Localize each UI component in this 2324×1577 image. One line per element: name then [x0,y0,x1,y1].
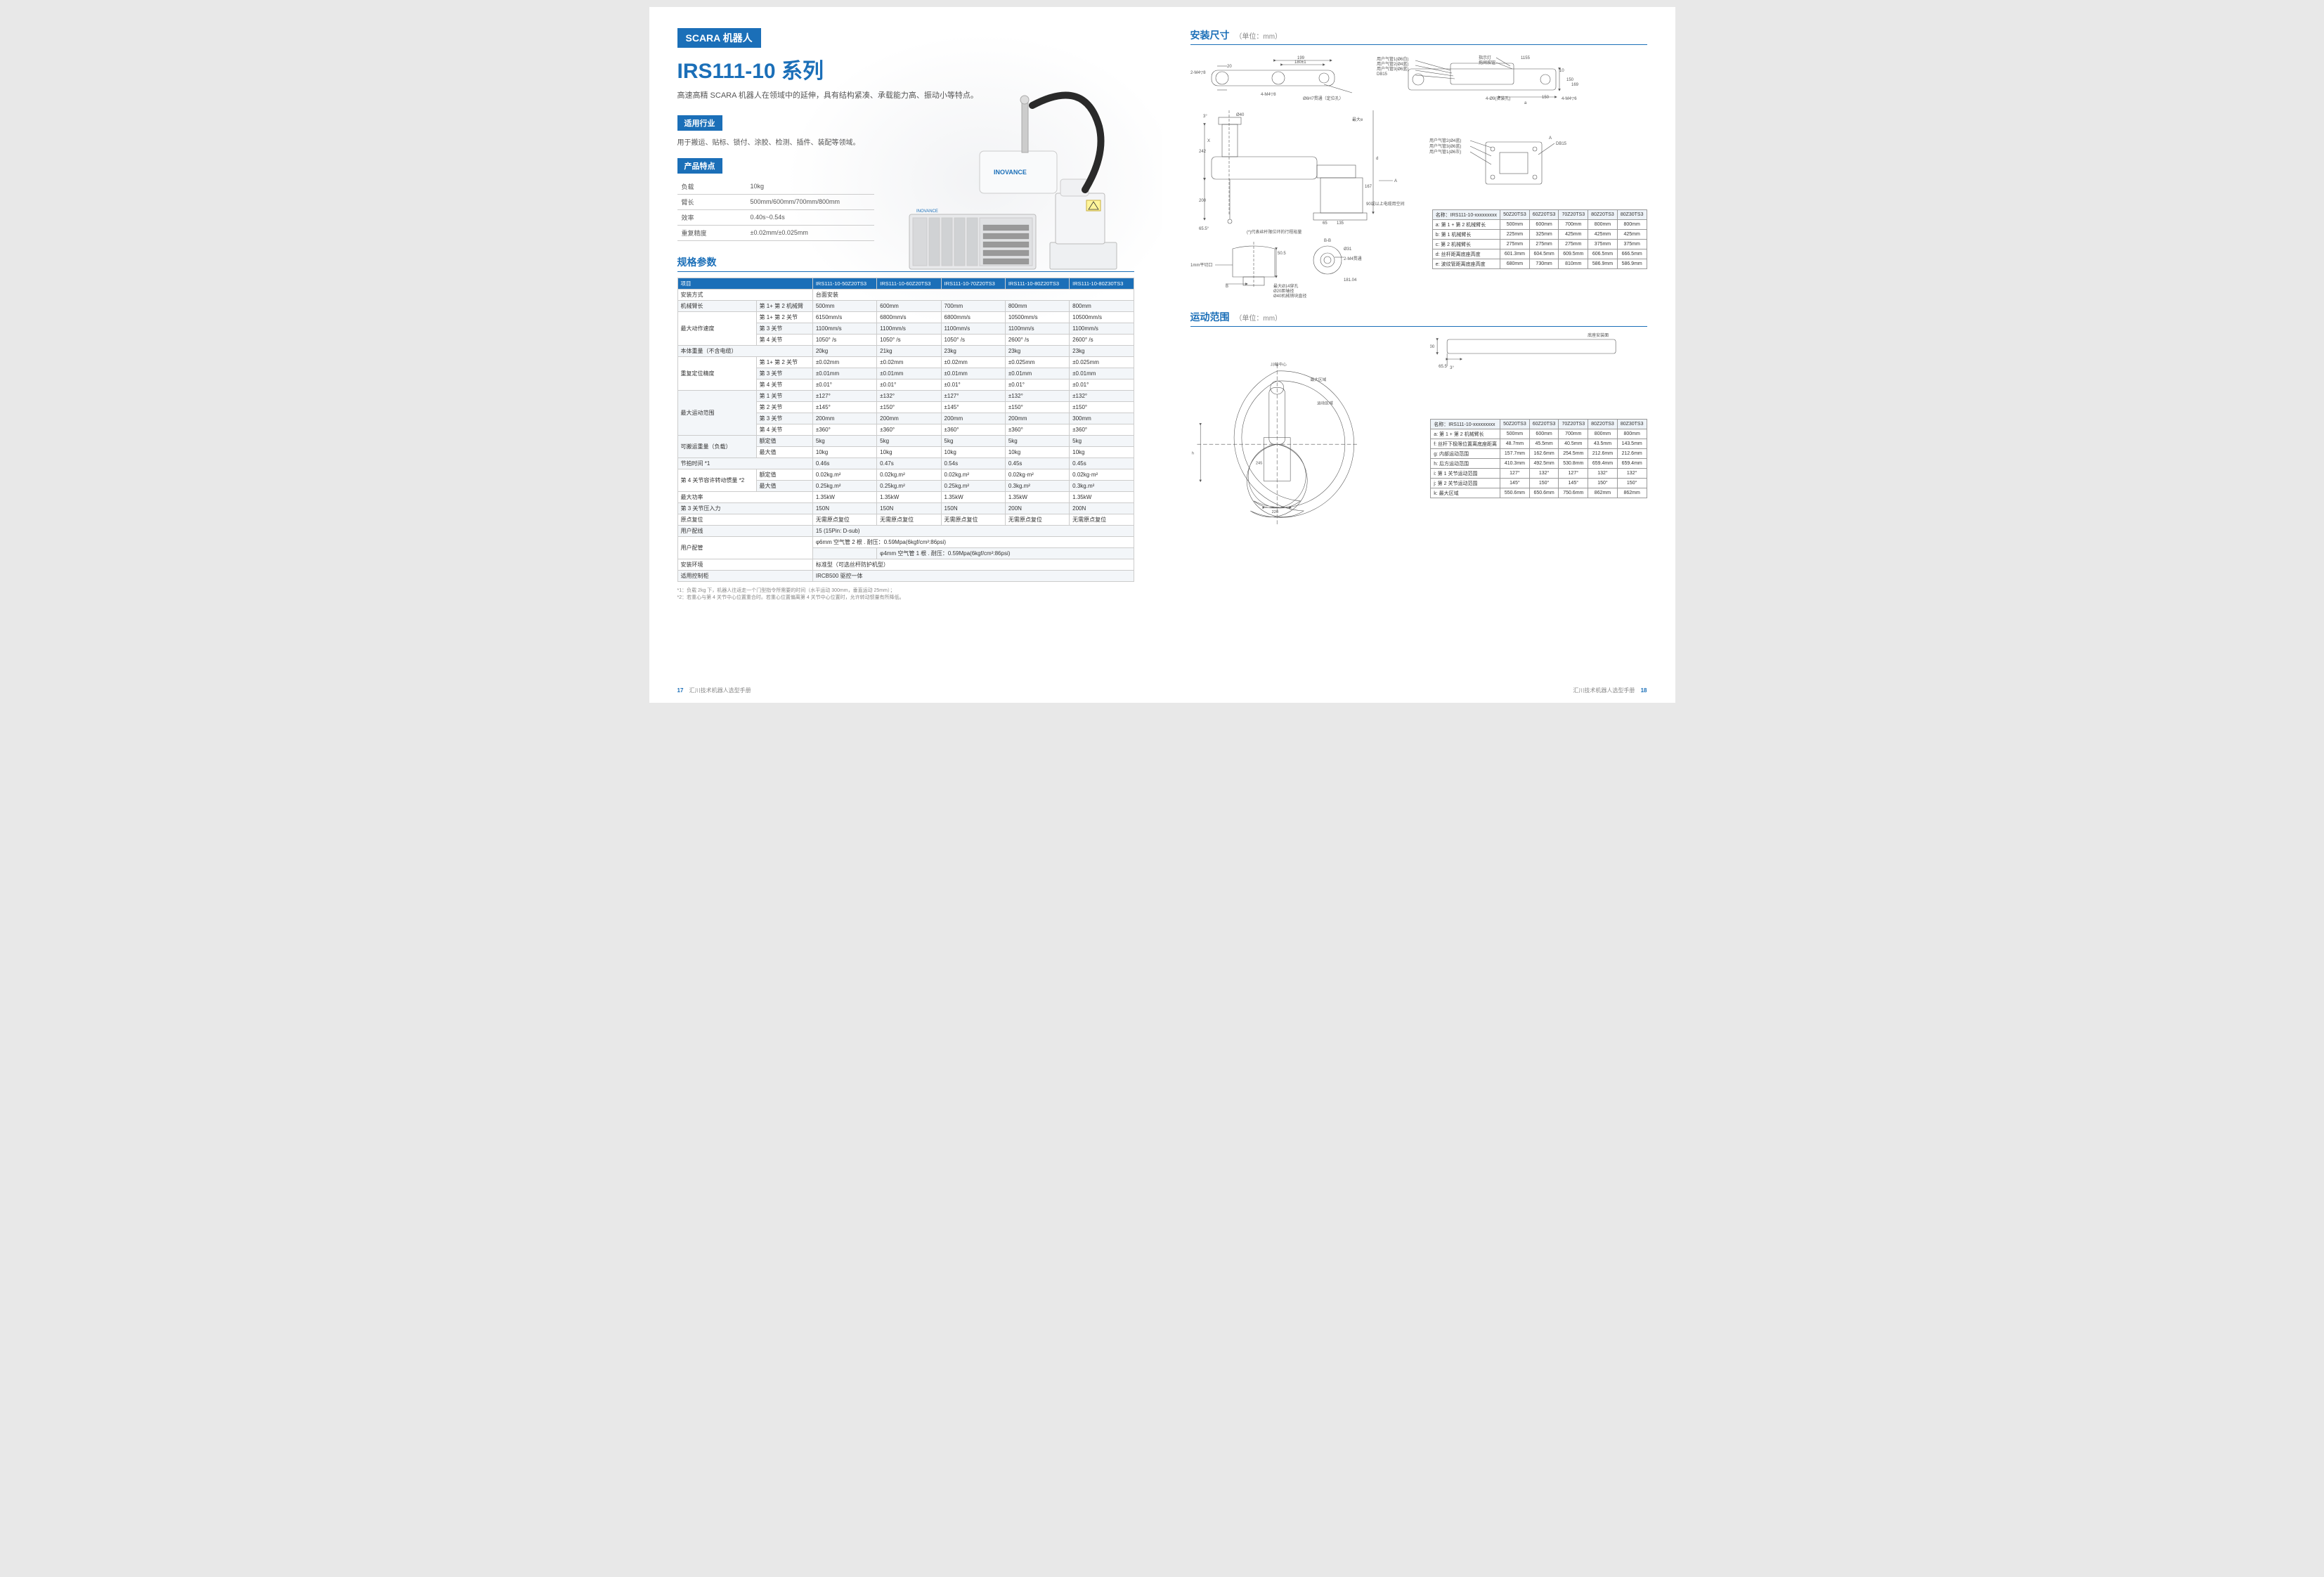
svg-text:10: 10 [1559,69,1564,73]
spec-table: 项目IRS111-10-50Z20TS3IRS111-10-60Z20TS3IR… [677,278,1134,582]
svg-text:3°: 3° [1450,366,1454,370]
svg-text:Ø6H7贯通（定位孔）: Ø6H7贯通（定位孔） [1303,96,1344,101]
product-title: IRS111-10 系列 [677,53,1134,84]
svg-text:拖闸按钮: 拖闸按钮 [1479,60,1495,65]
svg-text:220: 220 [1271,510,1278,514]
svg-text:Ø40机械销块直径: Ø40机械销块直径 [1273,293,1306,299]
install-diagram: 2-M4▽8 20 199 180±1 4-M4▽8 Ø6H7贯通（定位孔） [1190,51,1647,300]
svg-text:最大e: 最大e [1352,117,1363,122]
svg-text:150: 150 [1542,96,1550,100]
svg-text:181.04: 181.04 [1344,278,1357,283]
svg-text:DB15: DB15 [1556,142,1567,146]
svg-text:A: A [1549,136,1552,141]
footnotes: *1：负载 2kg 下，机器人往返走一个门型指令所需要的时间（水平运动 300m… [677,588,1134,602]
features-table: 负载10kg臂长500mm/600mm/700mm/800mm效率0.40s~0… [677,179,874,241]
svg-text:167: 167 [1365,185,1372,189]
svg-text:1mm平切口: 1mm平切口 [1190,263,1212,268]
svg-text:50.5: 50.5 [1278,252,1286,256]
svg-text:Ø40: Ø40 [1236,113,1245,117]
svg-text:169: 169 [1571,83,1579,87]
svg-text:h: h [1191,451,1193,455]
svg-text:65: 65 [1323,221,1327,226]
svg-text:150: 150 [1566,78,1574,82]
svg-text:最大Ø14穿孔: 最大Ø14穿孔 [1273,283,1298,289]
svg-text:65.5°: 65.5° [1199,227,1209,231]
svg-text:a: a [1524,101,1527,105]
svg-text:3°: 3° [1203,115,1207,119]
svg-text:Ø31: Ø31 [1344,247,1352,252]
svg-text:DB15: DB15 [1377,72,1388,77]
svg-text:180±1: 180±1 [1294,60,1306,65]
svg-text:B: B [1226,285,1228,289]
svg-text:指示灯: 指示灯 [1479,55,1491,60]
motion-table: 名称：IRS111-10-xxxxxxxxx50Z20TS360Z20TS370… [1430,419,1647,498]
svg-text:245: 245 [1255,462,1261,466]
svg-text:90或以上电缆用空间: 90或以上电缆用空间 [1366,201,1405,207]
category-badge: SCARA 机器人 [677,28,761,48]
svg-text:B-B: B-B [1324,239,1331,243]
svg-text:242: 242 [1199,150,1207,154]
svg-text:底座安装面: 底座安装面 [1588,332,1609,338]
svg-text:d: d [1376,157,1378,161]
motion-diagram: J3轴中心 最大区域 运动区域 h 245 220 [1190,332,1424,536]
svg-text:135: 135 [1337,221,1344,226]
product-image: INOVANCE INOVANCE [902,84,1134,281]
svg-text:Ø20距轴径: Ø20距轴径 [1273,288,1294,294]
motion-range-title: 运动范围 （单位：mm） [1190,310,1647,327]
svg-text:1155: 1155 [1521,56,1531,60]
svg-text:J3轴中心: J3轴中心 [1270,361,1286,367]
svg-text:4-M4▽8: 4-M4▽8 [1261,93,1276,97]
footnote-1: *1：负载 2kg 下，机器人往返走一个门型指令所需要的时间（水平运动 300m… [677,588,1134,595]
svg-text:65.5: 65.5 [1439,365,1447,369]
svg-text:用户气管2(Ø4蓝): 用户气管2(Ø4蓝) [1429,138,1461,143]
footer-text-right: 汇川技术机器人选型手册 [1573,687,1635,694]
industry-label: 适用行业 [677,115,722,131]
svg-text:用户气管1(Ø6灰): 用户气管1(Ø6灰) [1429,149,1461,155]
page-number-left: 17 [677,687,684,694]
svg-text:2-M4贯通: 2-M4贯通 [1344,256,1362,261]
dimension-table: 名称：IRS111-10-xxxxxxxxx50Z20TS360Z20TS370… [1432,209,1647,269]
features-label: 产品特点 [677,158,722,174]
install-dim-title: 安装尺寸 （单位：mm） [1190,28,1647,45]
svg-text:(*)代表丝杆限位环的行程裕量: (*)代表丝杆限位环的行程裕量 [1247,229,1301,235]
svg-text:运动区域: 运动区域 [1317,400,1333,405]
svg-text:4-Ø9(安装孔): 4-Ø9(安装孔) [1486,96,1510,101]
page-spread: SCARA 机器人 IRS111-10 系列 高速高精 SCARA 机器人在领域… [649,7,1675,703]
svg-text:200: 200 [1199,199,1207,203]
right-page: 安装尺寸 （单位：mm） 2-M4▽8 20 199 [1162,7,1675,703]
footer-left: 17 汇川技术机器人选型手册 [677,687,751,694]
page-number-right: 18 [1641,687,1647,694]
footer-text-left: 汇川技术机器人选型手册 [689,687,751,694]
svg-text:X: X [1207,139,1210,143]
svg-text:200: 200 [1430,345,1435,349]
footnote-2: *2：若重心与第 4 关节中心位置重合时。若重心位置偏离第 4 关节中心位置时，… [677,595,1134,602]
svg-text:用户气管3(Ø6蓝): 用户气管3(Ø6蓝) [1377,66,1408,72]
svg-text:INOVANCE: INOVANCE [994,169,1027,176]
svg-text:INOVANCE: INOVANCE [916,209,938,214]
svg-text:用户气管3(Ø6蓝): 用户气管3(Ø6蓝) [1429,143,1461,149]
svg-text:20: 20 [1227,65,1232,69]
svg-text:用户气管2(Ø4蓝): 用户气管2(Ø4蓝) [1377,61,1408,67]
left-page: SCARA 机器人 IRS111-10 系列 高速高精 SCARA 机器人在领域… [649,7,1162,703]
footer-right: 汇川技术机器人选型手册 18 [1573,687,1647,694]
svg-text:用户气管1(Ø6白): 用户气管1(Ø6白) [1377,56,1408,62]
svg-text:A: A [1394,179,1397,183]
svg-text:最大区域: 最大区域 [1310,377,1326,382]
svg-text:2-M4▽8: 2-M4▽8 [1190,71,1206,75]
svg-text:4-M4▽6: 4-M4▽6 [1562,97,1577,101]
